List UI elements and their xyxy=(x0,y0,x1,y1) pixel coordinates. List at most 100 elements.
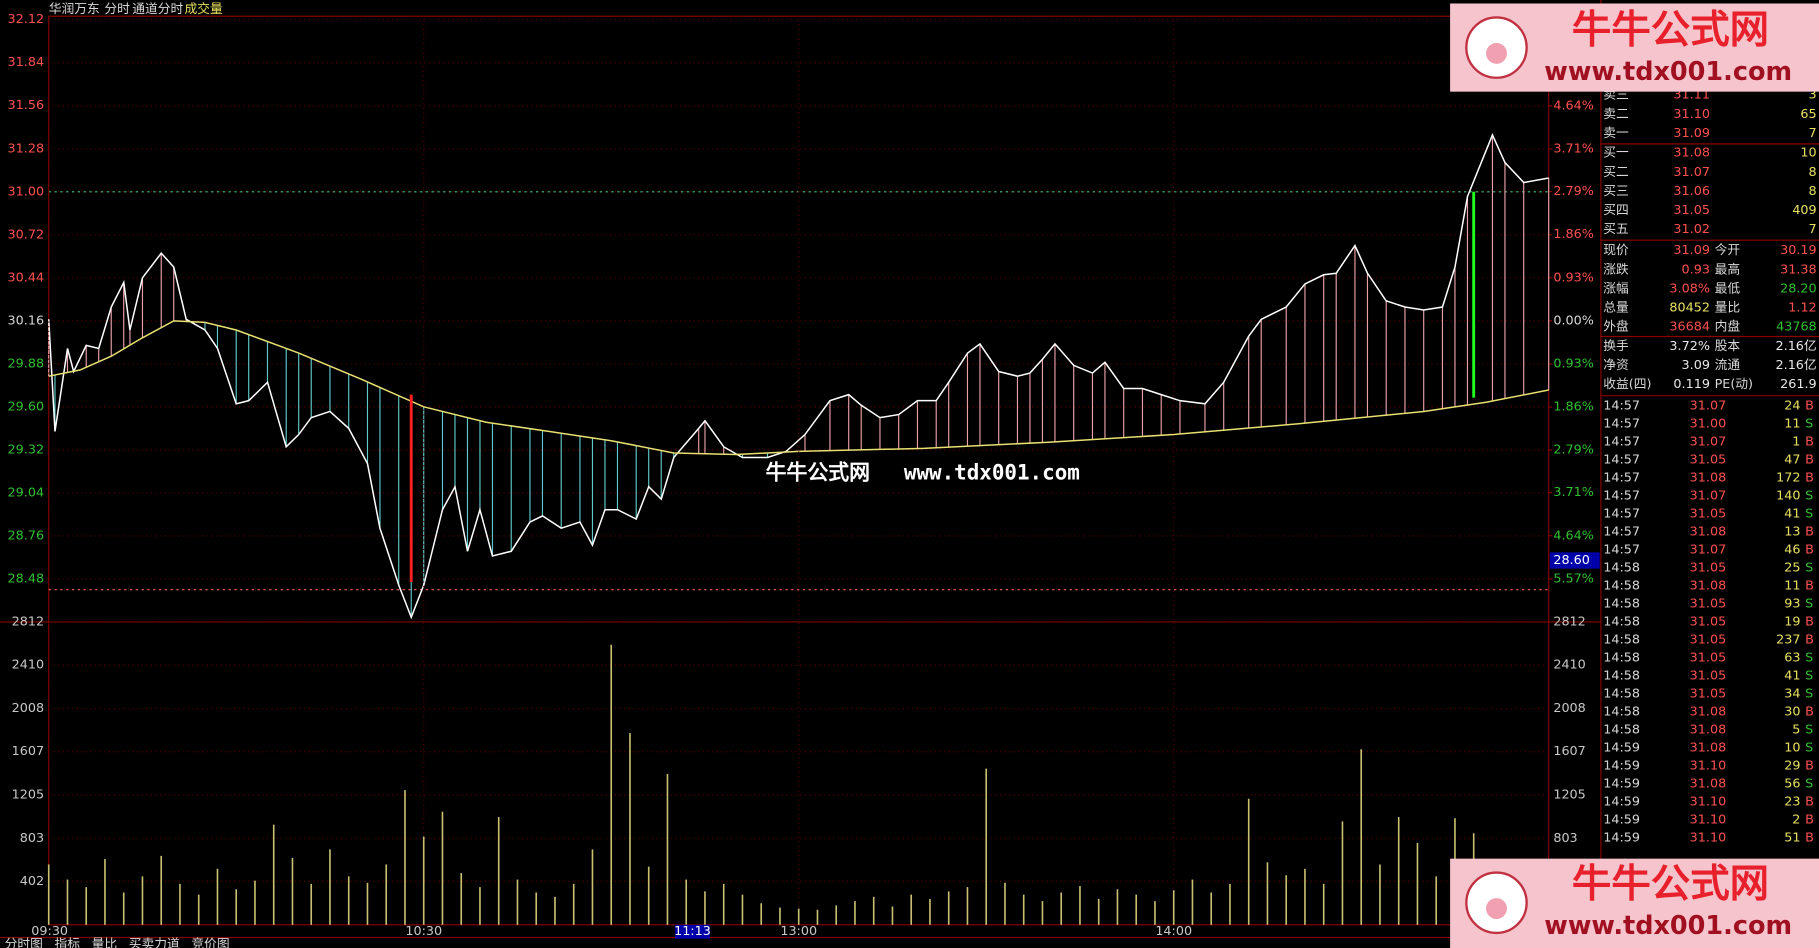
average-line xyxy=(48,320,1549,456)
book-price: 31.09 xyxy=(1673,126,1710,141)
y2-tick-label: 5.57% xyxy=(1553,571,1594,586)
trade-side: B xyxy=(1805,453,1814,468)
quote-label: 流通 xyxy=(1715,358,1741,373)
volume-bar xyxy=(591,849,594,925)
trade-volume: 11 xyxy=(1784,417,1800,432)
volume-bar xyxy=(1041,901,1044,925)
trade-price: 31.08 xyxy=(1690,525,1727,540)
book-price: 31.02 xyxy=(1673,222,1710,237)
trade-volume: 2 xyxy=(1792,812,1800,827)
trade-time: 14:58 xyxy=(1603,614,1640,629)
volume-bar xyxy=(1341,821,1344,925)
y-tick-label: 29.04 xyxy=(8,485,45,500)
y-tick-label: 29.88 xyxy=(8,356,45,371)
trade-time: 14:57 xyxy=(1603,489,1640,504)
volume-bar xyxy=(47,864,50,925)
tab[interactable]: 分时图 xyxy=(5,937,43,948)
y-tick-label: 30.72 xyxy=(8,227,45,242)
quote-label: 现价 xyxy=(1603,243,1629,258)
watermark-name: 牛牛公式网 xyxy=(1572,7,1769,53)
volume-bar xyxy=(404,790,406,925)
watermarks: 牛牛公式网 www.tdx001.com 牛牛公式网 www.tdx001.co… xyxy=(766,3,1819,948)
book-price: 31.05 xyxy=(1673,203,1710,218)
volume-bar xyxy=(985,768,988,925)
x-tick-label: 13:00 xyxy=(780,924,817,939)
quote-value: 0.93 xyxy=(1682,262,1710,277)
book-label: 买一 xyxy=(1603,146,1629,161)
trade-price: 31.05 xyxy=(1690,686,1727,701)
trade-price: 31.08 xyxy=(1690,704,1727,719)
volume-bar xyxy=(104,859,106,925)
quote-value: 80452 xyxy=(1669,301,1710,316)
tab[interactable]: 指标 xyxy=(55,937,81,948)
quote-value: 261.9 xyxy=(1780,377,1817,392)
x-tick-label: 09:30 xyxy=(31,924,68,939)
volume-bar xyxy=(1416,842,1419,925)
volume-bar xyxy=(1135,894,1138,925)
book-volume: 7 xyxy=(1809,126,1817,141)
volume-bar xyxy=(1360,749,1363,925)
quote-value: 3.09 xyxy=(1682,358,1710,373)
trade-volume: 23 xyxy=(1784,794,1800,809)
volume-bar xyxy=(1079,886,1081,925)
volume-bar xyxy=(1229,883,1231,925)
tab[interactable]: 竞价图 xyxy=(191,936,229,948)
book-price: 31.10 xyxy=(1673,107,1710,122)
x-tick-label: 14:00 xyxy=(1155,924,1192,939)
book-price: 31.07 xyxy=(1673,165,1710,180)
trade-price: 31.00 xyxy=(1690,417,1727,432)
watermark-url: www.tdx001.com xyxy=(904,460,1080,484)
quote-label: 股本 xyxy=(1715,339,1741,354)
trade-time: 14:57 xyxy=(1603,399,1640,414)
trade-time: 14:57 xyxy=(1603,507,1640,522)
trade-volume: 172 xyxy=(1776,471,1800,486)
y-tick-label: 402 xyxy=(20,874,44,889)
stock-name: 华润万东 xyxy=(49,2,100,17)
trade-time: 14:58 xyxy=(1603,668,1640,683)
header-item[interactable]: 分时 xyxy=(104,2,130,17)
price-line xyxy=(47,133,1549,620)
trade-side: S xyxy=(1805,507,1813,522)
trade-volume: 29 xyxy=(1784,758,1800,773)
quote-value: 3.72% xyxy=(1669,339,1710,354)
volume-bar xyxy=(722,883,725,925)
trade-price: 31.07 xyxy=(1690,543,1727,558)
trade-volume: 140 xyxy=(1776,489,1800,504)
book-label: 卖一 xyxy=(1603,126,1629,141)
trade-volume: 11 xyxy=(1784,578,1800,593)
volume-bar xyxy=(1060,892,1063,925)
trade-price: 31.05 xyxy=(1690,507,1727,522)
quote-label: 外盘 xyxy=(1603,319,1629,335)
volume-bar xyxy=(291,858,294,925)
volume-bar xyxy=(872,896,875,925)
volume-bar xyxy=(1266,862,1269,925)
book-label: 买四 xyxy=(1603,203,1628,218)
volume-bar xyxy=(1247,798,1250,925)
trade-side: S xyxy=(1805,489,1813,504)
trade-side: S xyxy=(1805,417,1813,432)
trade-time: 14:59 xyxy=(1603,740,1640,755)
trade-side: B xyxy=(1805,632,1814,647)
quote-value: 36684 xyxy=(1669,320,1710,335)
indicator-name: 成交量 xyxy=(184,1,222,17)
tab[interactable]: 量比 xyxy=(92,937,118,948)
trade-price: 31.07 xyxy=(1690,435,1727,450)
trade-side: B xyxy=(1805,812,1814,827)
y-tick-label: 1205 xyxy=(12,788,44,803)
y-tick-label: 31.84 xyxy=(8,55,45,70)
y-tick-label: 1607 xyxy=(12,744,44,759)
volume-bar xyxy=(1116,889,1119,925)
watermark-url: www.tdx001.com xyxy=(1544,57,1792,87)
trade-price: 31.07 xyxy=(1690,489,1727,504)
volume-bar xyxy=(347,876,350,925)
tab[interactable]: 买卖力道 xyxy=(129,937,180,948)
header-item[interactable]: 通道分时 xyxy=(132,2,183,17)
trade-time: 14:58 xyxy=(1603,596,1640,611)
trade-price: 31.05 xyxy=(1690,632,1727,647)
y-tick-label: 31.56 xyxy=(8,98,45,113)
volume-bar xyxy=(966,887,969,925)
quote-value: 30.19 xyxy=(1780,243,1817,258)
trade-time: 14:57 xyxy=(1603,417,1640,432)
volume-bar xyxy=(629,733,631,925)
